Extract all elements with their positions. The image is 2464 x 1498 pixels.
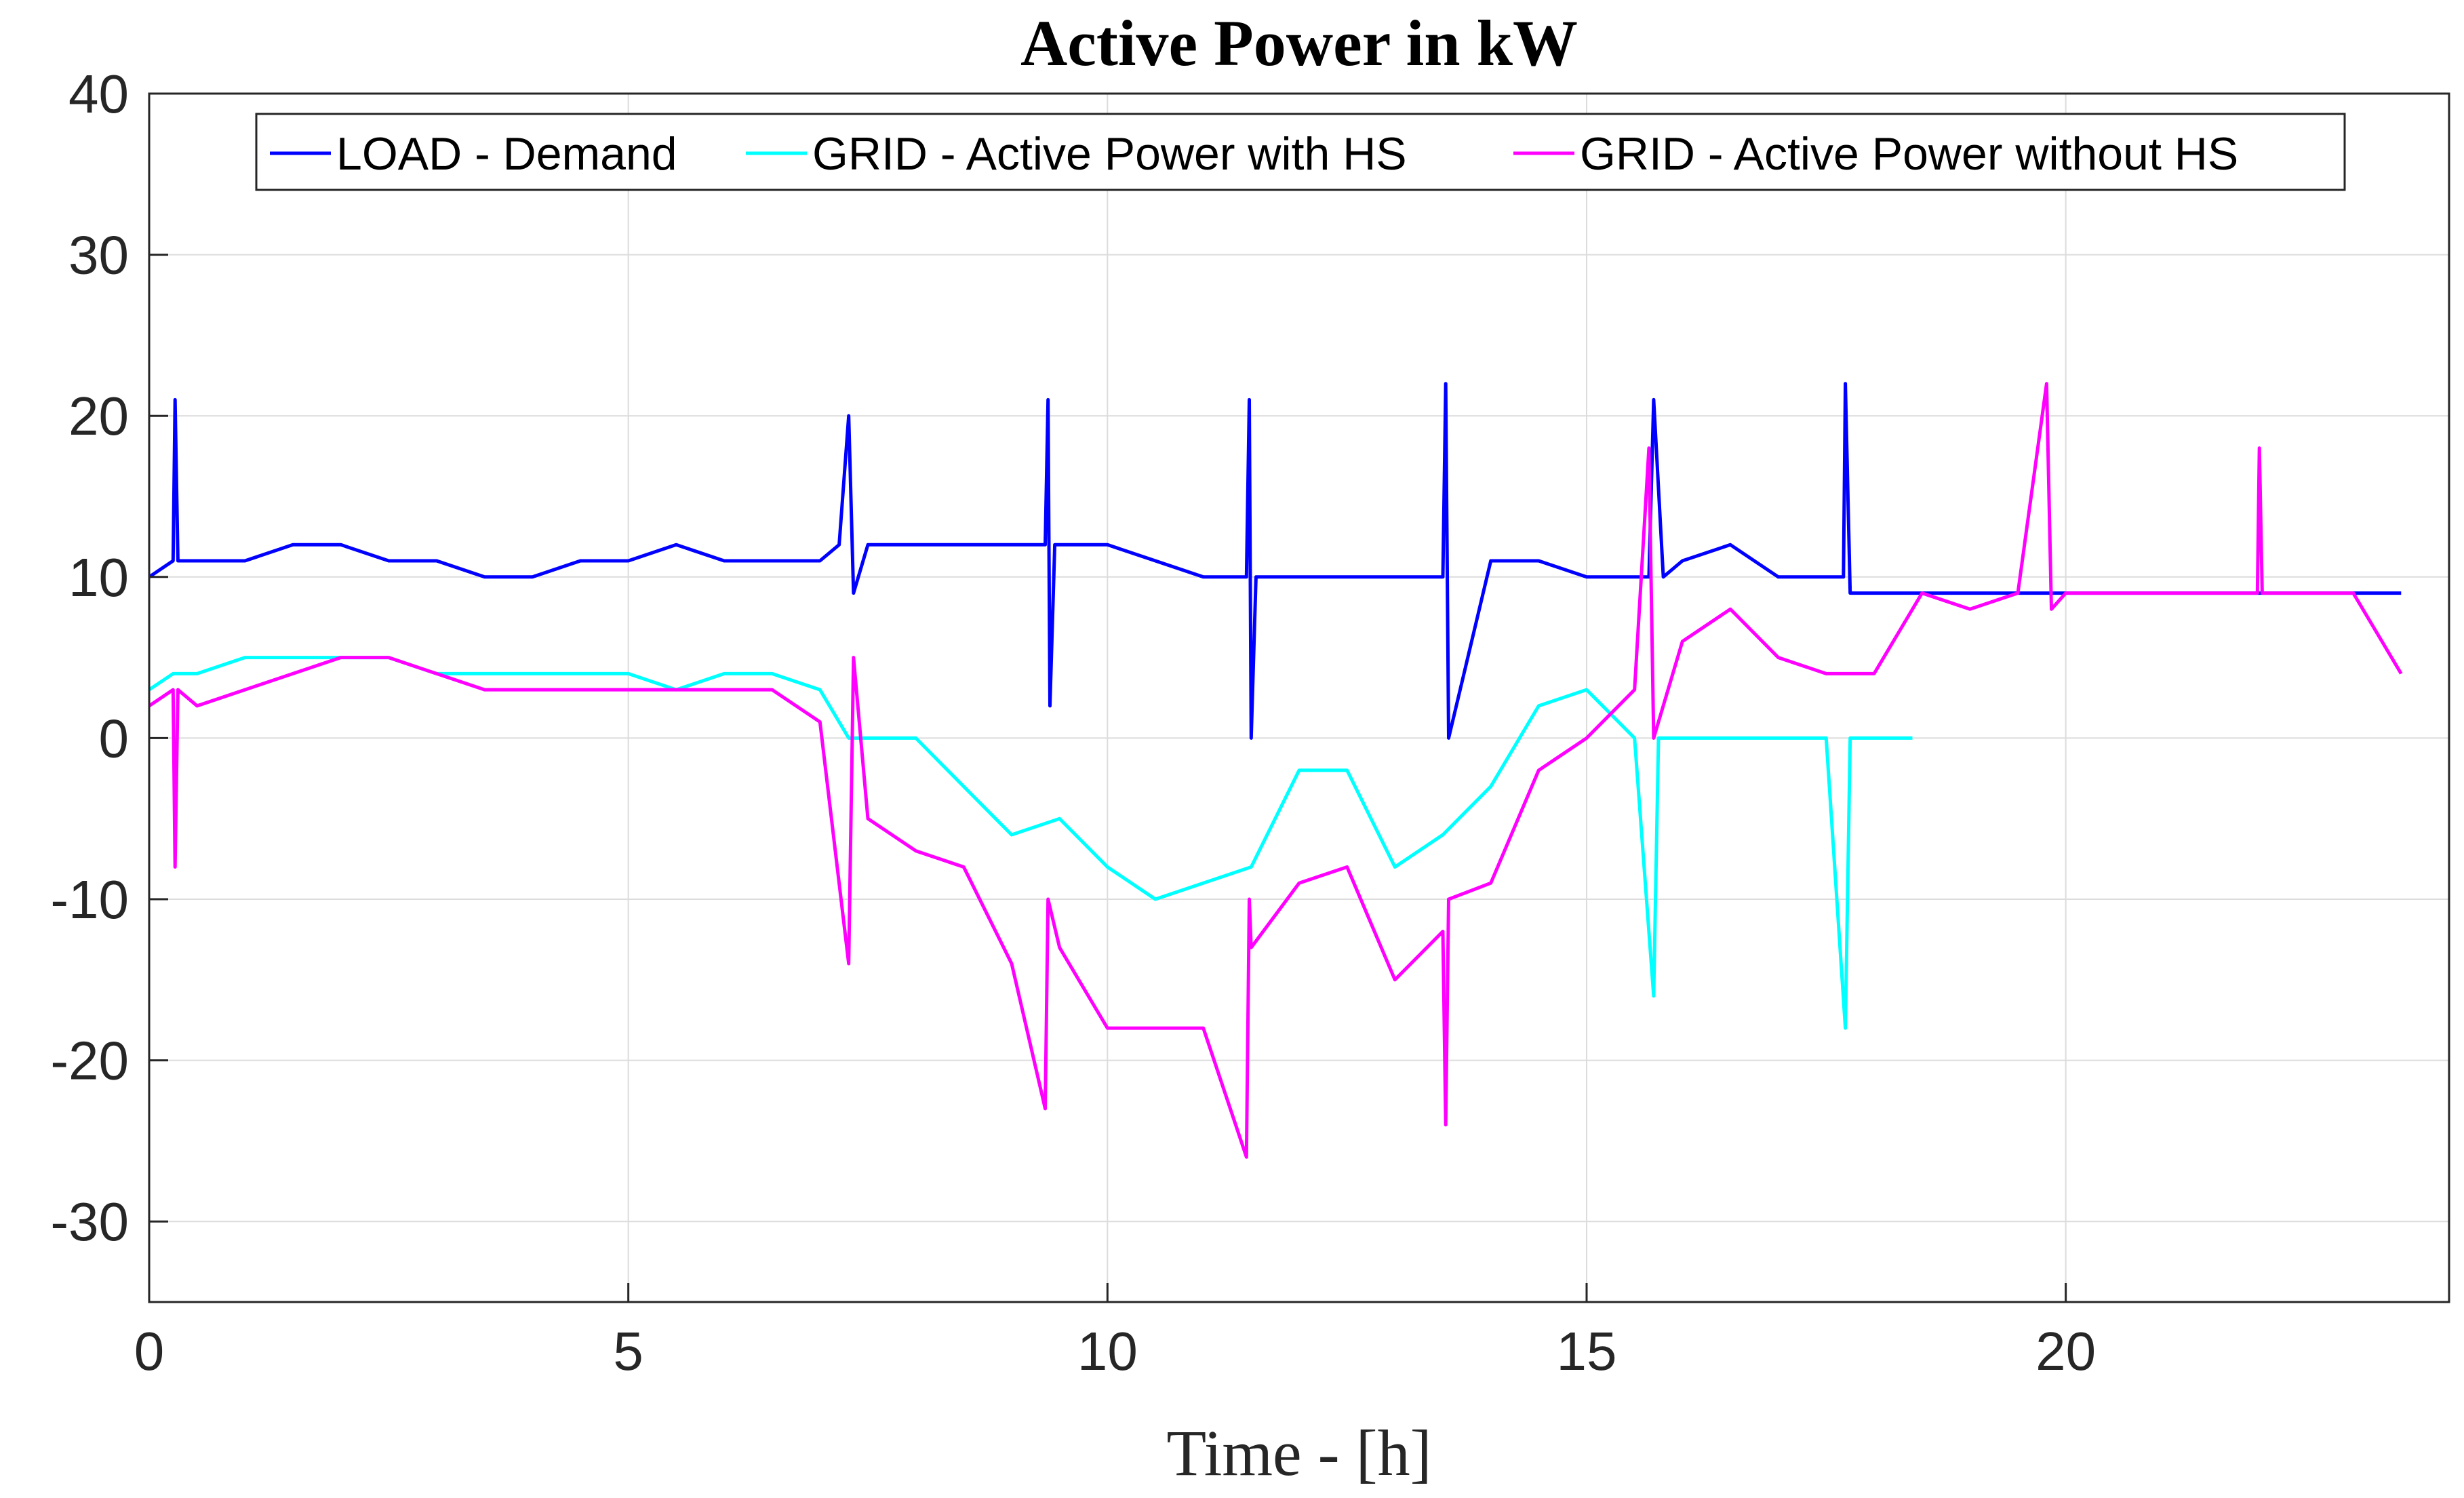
legend-label-grid-without-hs: GRID - Active Power without HS [1580,128,2238,180]
legend-label-load: LOAD - Demand [336,128,677,180]
y-tick-label: -10 [50,869,129,930]
x-tick-label: 0 [134,1321,165,1381]
series-line-2 [148,382,2403,1159]
legend: LOAD - Demand GRID - Active Power with H… [255,113,2346,191]
series-line-0 [148,382,2402,740]
x-tick-label: 5 [613,1321,643,1381]
y-tick-label: -30 [50,1191,129,1252]
legend-label-grid-with-hs: GRID - Active Power with HS [812,128,1407,180]
y-tick-label: 20 [68,386,129,446]
series-line-1 [148,656,1913,1030]
series-lines [148,382,2403,1159]
chart-title: Active Power in kW [1020,7,1578,79]
x-tick-label: 10 [1077,1321,1138,1381]
y-tick-label: 0 [99,708,130,768]
plot-frame [148,92,2450,1303]
y-tick-label: 10 [68,547,129,608]
y-tick-label: 30 [68,225,129,285]
y-tick-label: 40 [68,64,129,124]
x-axis-label: Time - [h] [1166,1417,1431,1489]
x-tick-label: 15 [1557,1321,1617,1381]
legend-box [255,113,2346,191]
axis-ticks: 0 5 10 15 20 40 30 20 10 0 -10 -20 -30 [50,64,2096,1381]
y-tick-label: -20 [50,1031,129,1091]
x-tick-label: 20 [2035,1321,2096,1381]
plot-area [149,94,2449,1302]
